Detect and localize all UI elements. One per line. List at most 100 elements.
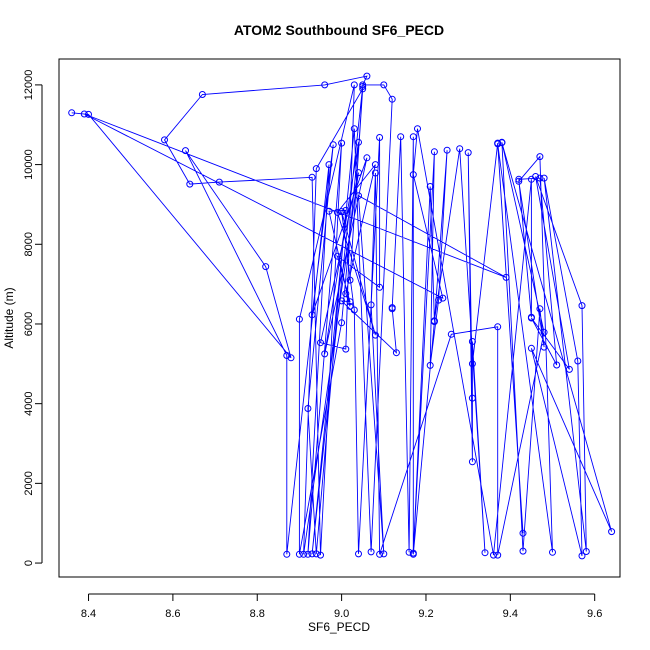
data-point — [333, 252, 341, 260]
data-point — [582, 548, 590, 555]
y-tick-label: 2000 — [23, 471, 35, 495]
data-point — [161, 136, 168, 144]
data-point — [359, 85, 367, 93]
data-point — [342, 345, 350, 353]
series-line — [71, 75, 613, 557]
data-point — [346, 298, 354, 306]
y-tick-label: 4000 — [23, 391, 35, 415]
data-point — [409, 133, 417, 141]
data-point — [464, 149, 472, 157]
data-point — [435, 296, 443, 304]
data-point — [342, 290, 350, 298]
data-point — [574, 357, 582, 365]
data-point — [321, 350, 329, 358]
data-point — [578, 302, 586, 310]
data-point — [283, 352, 291, 359]
data-point — [532, 173, 540, 180]
data-point — [549, 548, 556, 556]
data-point — [295, 315, 303, 323]
data-point — [371, 331, 379, 339]
plot-area — [68, 72, 616, 560]
data-point — [481, 549, 489, 557]
y-tick-label: 0 — [23, 560, 35, 566]
y-tick-label: 6000 — [23, 312, 35, 336]
chart-title: ATOM2 Southbound SF6_PECD — [234, 22, 444, 38]
x-tick-label: 9.2 — [418, 608, 433, 620]
data-point — [608, 528, 616, 536]
y-tick-label: 8000 — [23, 232, 35, 256]
data-point — [308, 550, 316, 558]
data-point — [376, 550, 384, 558]
data-point — [350, 306, 358, 314]
data-point — [312, 550, 320, 558]
y-tick-label: 12000 — [23, 70, 35, 101]
data-point — [494, 551, 502, 559]
data-point — [182, 147, 189, 155]
data-point — [380, 550, 388, 558]
data-point — [321, 81, 329, 89]
data-point — [367, 301, 375, 309]
data-point — [350, 81, 358, 89]
data-point — [215, 178, 223, 186]
data-point — [519, 547, 527, 555]
data-point — [468, 394, 476, 402]
data-point — [527, 314, 535, 322]
y-axis-label: Altitude (m) — [2, 287, 16, 348]
data-point — [443, 146, 451, 154]
y-tick-label: 10000 — [23, 149, 35, 180]
data-point — [565, 365, 573, 373]
data-point — [430, 317, 438, 325]
data-point — [338, 319, 346, 327]
data-point — [304, 405, 312, 412]
data-point — [502, 273, 510, 281]
data-point — [355, 550, 362, 558]
x-tick-label: 9.6 — [587, 608, 602, 620]
x-axis-label: SF6_PECD — [308, 620, 370, 634]
data-point — [540, 343, 548, 351]
data-point — [371, 169, 379, 177]
data-point — [198, 91, 206, 98]
data-point — [80, 110, 88, 118]
x-tick-label: 8.8 — [250, 608, 265, 620]
data-point — [68, 109, 76, 117]
data-point — [367, 548, 375, 556]
data-point — [468, 360, 476, 368]
data-point — [329, 141, 337, 149]
data-point — [355, 192, 362, 200]
data-point — [468, 338, 476, 345]
data-point — [490, 551, 497, 559]
data-point — [388, 304, 396, 312]
data-point — [363, 72, 371, 80]
x-tick-label: 8.6 — [165, 608, 180, 620]
data-point — [355, 138, 362, 146]
data-point — [426, 183, 434, 190]
data-point — [262, 263, 270, 271]
data-point — [494, 323, 502, 331]
data-point — [405, 548, 413, 556]
data-point — [338, 139, 346, 147]
data-point — [414, 125, 421, 133]
plot-frame — [58, 58, 621, 578]
data-point — [363, 154, 371, 162]
data-point — [308, 173, 316, 181]
data-point — [371, 161, 379, 169]
data-point — [397, 133, 405, 141]
data-point — [287, 354, 295, 362]
data-point — [342, 206, 350, 214]
data-point — [338, 297, 346, 305]
data-point — [439, 294, 447, 302]
data-point — [317, 551, 324, 559]
data-point — [494, 140, 502, 148]
data-point — [426, 361, 434, 369]
data-point — [325, 161, 333, 169]
data-point — [350, 125, 358, 133]
data-point — [578, 552, 586, 560]
data-point — [515, 177, 523, 185]
data-point — [355, 169, 362, 177]
data-point — [376, 134, 384, 141]
data-point — [447, 330, 455, 338]
data-point — [553, 361, 561, 369]
data-point — [283, 550, 291, 558]
data-point — [409, 171, 417, 179]
data-point — [527, 344, 535, 352]
